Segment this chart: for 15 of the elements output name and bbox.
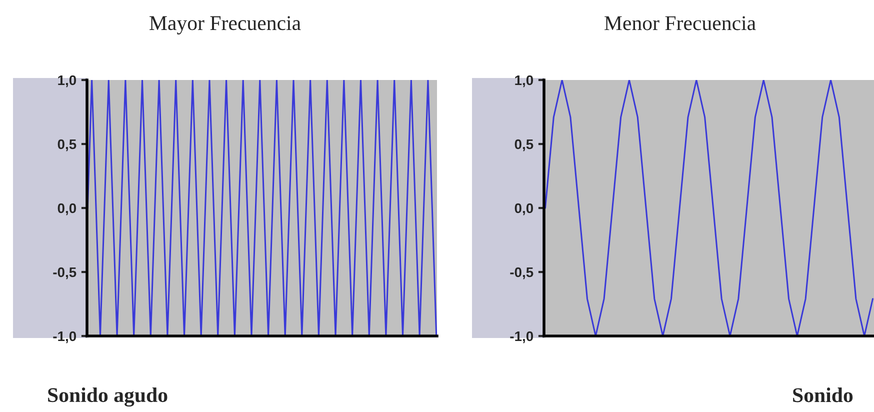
y-tick-label: -1,0: [53, 331, 76, 344]
y-tick-label: 0,5: [514, 139, 534, 152]
y-tick-label: 1,0: [515, 75, 534, 88]
chart-title: Menor Frecuencia: [604, 16, 756, 30]
y-tick-label: 0,0: [58, 203, 76, 216]
y-tick-label: 1,0: [58, 75, 76, 88]
text: Sonido agudo: [48, 387, 168, 407]
y-tick-label: -1,0: [510, 331, 534, 344]
line-series: [544, 80, 874, 336]
y-tick-label: -0,5: [53, 267, 76, 280]
text: Sonido: [793, 388, 853, 402]
y-tick-label: 0,5: [58, 139, 76, 152]
y-tick-label: 0,0: [514, 203, 534, 216]
y-tick-label: -0,5: [510, 267, 534, 280]
chart-title: Mayor Frecuencia: [150, 16, 301, 34]
